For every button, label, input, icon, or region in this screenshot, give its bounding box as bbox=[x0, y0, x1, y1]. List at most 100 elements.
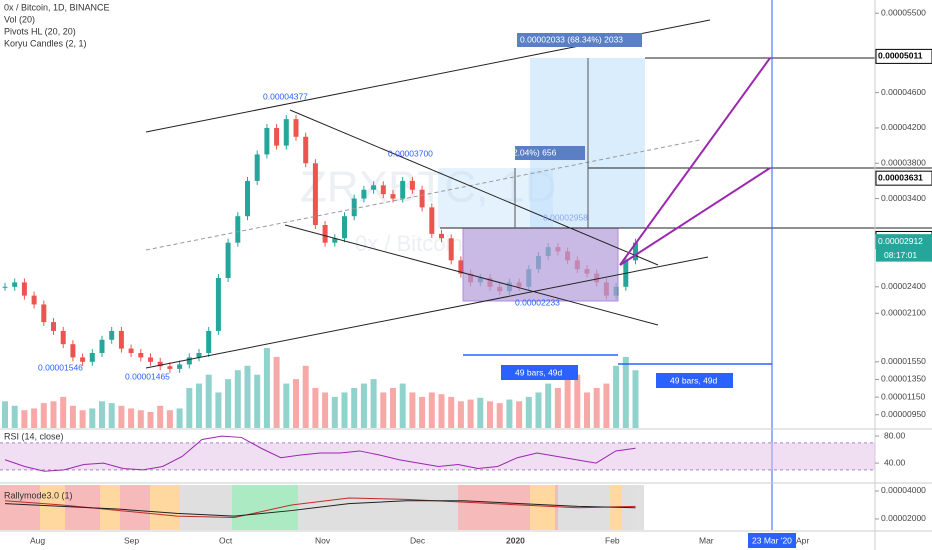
volume-bar bbox=[31, 408, 38, 428]
candle-body bbox=[303, 136, 309, 164]
x-tick-label: Sep bbox=[124, 535, 139, 545]
watermark-symbol: ZRXBTC, 1D bbox=[300, 163, 557, 212]
x-tick-label: Feb bbox=[605, 535, 620, 545]
pivot-label: 0.00003700 bbox=[388, 148, 433, 158]
bars-label: 49 bars, 49d bbox=[670, 375, 718, 385]
candle-body bbox=[332, 238, 338, 243]
rally-zone bbox=[180, 485, 232, 530]
panel-title[interactable]: Rallymode3.0 (1) bbox=[4, 490, 73, 500]
y-tick-label: 0.00001150 bbox=[881, 391, 926, 401]
rally-line bbox=[4, 497, 636, 519]
pivot-label: 0.00004377 bbox=[263, 91, 308, 101]
volume-bar bbox=[137, 410, 144, 428]
candle-body bbox=[80, 357, 86, 362]
volume-bar bbox=[593, 388, 600, 428]
volume-bar bbox=[147, 412, 154, 428]
volume-bar bbox=[215, 392, 222, 428]
candle-body bbox=[448, 238, 454, 261]
price-tag-label: 0.00003631 bbox=[878, 172, 923, 182]
rsi-band bbox=[0, 442, 875, 470]
trend-line bbox=[145, 256, 709, 369]
indicator-name[interactable]: Koryu Candles (2, 1) bbox=[4, 38, 87, 48]
symbol-title[interactable]: 0x / Bitcoin, 1D, BINANCE bbox=[4, 2, 110, 12]
range-box bbox=[462, 227, 619, 302]
volume-bar bbox=[370, 379, 377, 428]
candle-body bbox=[322, 225, 328, 243]
candle-body bbox=[264, 127, 270, 155]
rally-zone bbox=[530, 485, 555, 530]
candle-body bbox=[351, 198, 357, 217]
candle-body bbox=[89, 352, 95, 362]
y-tick-label: 0.00003400 bbox=[881, 193, 926, 203]
volume-bar bbox=[225, 379, 232, 428]
volume-bar bbox=[487, 401, 493, 428]
candle-body bbox=[31, 295, 37, 305]
candle-body bbox=[177, 364, 183, 369]
volume-bar bbox=[157, 405, 164, 428]
drawings bbox=[145, 0, 932, 530]
y-tick-label: 0.00001350 bbox=[881, 374, 926, 384]
volume-bar bbox=[516, 401, 523, 428]
y-tick-label: 0.00000950 bbox=[881, 409, 926, 419]
candle-body bbox=[274, 127, 280, 146]
rally-zone bbox=[150, 485, 180, 530]
candle-body bbox=[70, 344, 76, 358]
volume-bar bbox=[467, 399, 474, 428]
candle-body bbox=[51, 322, 56, 331]
price-tag bbox=[875, 170, 932, 186]
indicator-name[interactable]: Vol (20) bbox=[4, 14, 35, 24]
volume-bar bbox=[176, 408, 183, 428]
volume-bar bbox=[380, 392, 387, 428]
volume-bar bbox=[79, 410, 86, 428]
x-tick-label: 2020 bbox=[506, 535, 525, 545]
trend-line bbox=[284, 224, 659, 326]
candle-body bbox=[225, 242, 231, 278]
pivot-label: 0.00001546 bbox=[38, 362, 83, 372]
volume-bar bbox=[322, 392, 329, 428]
x-tick-label: Mar bbox=[699, 535, 714, 545]
price-tag bbox=[875, 48, 932, 64]
candle-body bbox=[99, 339, 105, 353]
volume-bar bbox=[331, 396, 338, 428]
projection-box bbox=[438, 168, 553, 228]
pivot-label: 0.00001465 bbox=[125, 371, 170, 381]
volume-bar bbox=[351, 388, 358, 428]
bars-label: 49 bars, 49d bbox=[515, 367, 563, 377]
candle-body bbox=[245, 180, 250, 217]
volume-bar bbox=[438, 394, 445, 428]
pivot-label: 0.00002958 bbox=[543, 212, 588, 222]
candle-body bbox=[283, 119, 289, 146]
candle-body bbox=[293, 119, 299, 137]
price-tag-label: 0.00005011 bbox=[878, 51, 923, 61]
volume-bar bbox=[632, 370, 639, 428]
y-tick-label: 0.00004000 bbox=[881, 485, 926, 495]
volume-bar bbox=[564, 379, 571, 428]
candle-body bbox=[109, 330, 115, 340]
volume-bar bbox=[584, 392, 590, 428]
candle-body bbox=[21, 282, 27, 296]
candle-body bbox=[41, 304, 47, 323]
candle-body bbox=[633, 242, 638, 261]
measure-label: 0.00002033 (68.34%) 2033 bbox=[520, 34, 623, 44]
y-tick-label: 0.00005500 bbox=[881, 7, 926, 17]
candle-body bbox=[419, 189, 425, 208]
y-tick-label: 80.00 bbox=[884, 430, 906, 440]
trend-line bbox=[145, 139, 701, 251]
volume-bar bbox=[554, 388, 561, 428]
measure-box bbox=[515, 146, 585, 160]
x-tick-label: Aug bbox=[30, 535, 45, 545]
volume-bar bbox=[99, 401, 105, 428]
candle-body bbox=[2, 286, 8, 288]
volume-bar bbox=[2, 401, 8, 428]
candle-body bbox=[235, 216, 241, 243]
indicator-name[interactable]: Pivots HL (20, 20) bbox=[4, 26, 76, 36]
panel-title[interactable]: RSI (14, close) bbox=[4, 431, 64, 441]
candle-body bbox=[138, 352, 144, 358]
volume-bar bbox=[186, 388, 193, 428]
candle-body bbox=[148, 357, 153, 362]
projection-arrow bbox=[619, 167, 771, 266]
candle-body bbox=[361, 189, 367, 199]
x-tick-label: Dec bbox=[410, 535, 426, 545]
measure-box bbox=[517, 33, 642, 47]
